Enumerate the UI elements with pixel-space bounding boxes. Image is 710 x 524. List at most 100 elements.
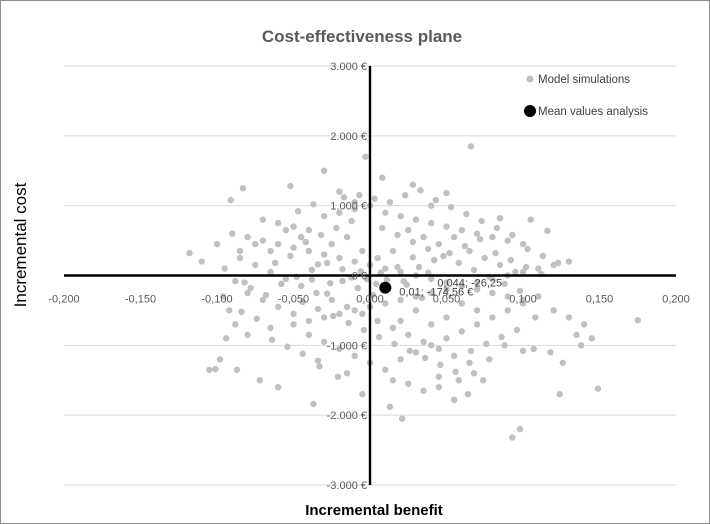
scatter-point	[470, 266, 478, 274]
scatter-point	[186, 249, 193, 257]
scatter-point	[535, 265, 542, 272]
scatter-point	[473, 321, 481, 328]
scatter-point	[432, 196, 439, 204]
scatter-point	[473, 230, 481, 237]
scatter-point	[282, 275, 290, 283]
scatter-point	[420, 387, 427, 394]
scatter-point	[328, 240, 335, 248]
scatter-point	[504, 237, 511, 244]
scatter-point	[466, 247, 473, 255]
scatter-point	[271, 259, 279, 267]
scatter-point	[443, 223, 450, 230]
scatter-point	[343, 370, 351, 377]
scatter-point	[259, 216, 267, 223]
legend-marker-mean-values	[524, 105, 536, 117]
scatter-point	[336, 209, 343, 216]
scatter-point	[489, 233, 496, 241]
scatter-point	[290, 310, 297, 318]
scatter-point	[374, 317, 381, 325]
scatter-point	[253, 315, 260, 322]
y-tick-label: 2.000 €	[330, 131, 367, 143]
scatter-point	[435, 345, 443, 353]
scatter-point	[403, 281, 410, 288]
scatter-point	[481, 254, 488, 262]
scatter-point	[287, 252, 294, 260]
scatter-point	[504, 307, 511, 314]
scatter-point	[314, 261, 322, 268]
scatter-point	[259, 237, 267, 244]
annotation-label: 0,01; -174,56 €	[399, 287, 473, 299]
scatter-point	[299, 350, 306, 357]
scatter-point	[259, 296, 267, 304]
scatter-point	[372, 280, 380, 288]
scatter-point	[530, 345, 537, 353]
scatter-point	[374, 254, 381, 262]
scatter-point	[532, 314, 539, 321]
scatter-point	[509, 231, 516, 239]
x-tick-label: 0,150	[586, 294, 614, 306]
scatter-point	[581, 321, 588, 328]
x-tick-label: 0,050	[433, 294, 461, 306]
scatter-point	[489, 314, 496, 321]
chart-title: Cost-effectiveness plane	[262, 27, 462, 46]
scatter-point	[428, 219, 435, 227]
scatter-point	[498, 333, 505, 341]
y-tick-label: -3.000 €	[327, 480, 367, 492]
scatter-point	[450, 233, 458, 241]
scatter-point	[339, 266, 346, 273]
scatter-point	[351, 205, 358, 213]
scatter-point	[565, 258, 573, 265]
scatter-point	[290, 244, 297, 251]
scatter-point	[290, 321, 297, 328]
scatter-point	[290, 223, 297, 230]
scatter-point	[519, 300, 527, 307]
scatter-point	[343, 233, 351, 241]
scatter-point	[359, 310, 366, 318]
scatter-point	[226, 307, 233, 314]
scatter-point	[516, 425, 524, 433]
scatter-point	[267, 268, 274, 276]
scatter-point	[405, 380, 412, 387]
scatter-point	[375, 333, 383, 341]
scatter-point	[496, 215, 504, 222]
scatter-point	[236, 247, 244, 255]
scatter-point	[351, 352, 358, 360]
scatter-point	[299, 298, 306, 306]
scatter-point	[458, 328, 465, 335]
scatter-point	[634, 316, 641, 324]
y-axis-label: Incremental cost	[11, 182, 30, 307]
x-axis-label: Incremental benefit	[305, 502, 443, 519]
scatter-point	[336, 345, 343, 353]
scatter-point	[339, 277, 346, 285]
scatter-point	[379, 174, 386, 181]
x-tick-label: -0,150	[125, 294, 156, 306]
scatter-point	[428, 275, 435, 283]
x-tick-label: -0,200	[48, 294, 79, 306]
y-tick-label: -2.000 €	[327, 410, 367, 422]
x-tick-label: -0,050	[278, 294, 309, 306]
scatter-point	[452, 368, 459, 376]
scatter-point	[556, 391, 563, 398]
x-tick-label: -0,100	[201, 294, 232, 306]
scatter-point	[336, 188, 343, 195]
scatter-point	[458, 300, 465, 307]
scatter-point	[428, 202, 435, 209]
y-tick-label: -1.000 €	[327, 340, 367, 352]
scatter-point	[440, 252, 447, 260]
scatter-point	[267, 247, 274, 255]
scatter-point	[455, 259, 462, 267]
scatter-point	[478, 217, 485, 225]
scatter-point	[577, 342, 585, 349]
scatter-point	[398, 415, 406, 422]
scatter-point	[267, 324, 274, 332]
scatter-point	[409, 181, 417, 188]
scatter-point	[216, 356, 224, 363]
scatter-point	[535, 293, 542, 300]
scatter-point	[458, 226, 465, 234]
scatter-point	[446, 249, 453, 257]
scatter-point	[213, 240, 221, 248]
scatter-point	[351, 198, 358, 206]
scatter-point	[241, 279, 248, 286]
y-tick-label: 3.000 €	[330, 61, 367, 73]
legend-label-model-simulations: Model simulations	[538, 74, 630, 86]
